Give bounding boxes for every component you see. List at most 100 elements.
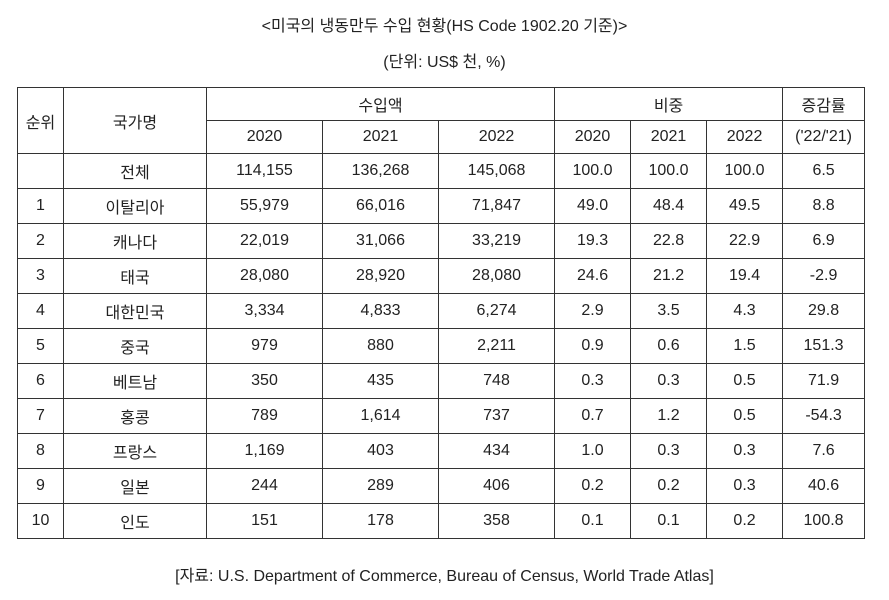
growth-cell: 6.5 — [782, 153, 866, 189]
share-2022-cell: 22.9 — [706, 223, 784, 259]
table-row: 10 인도 151 178 358 0.1 0.1 0.2 100.8 — [17, 503, 866, 539]
share-2021-cell: 48.4 — [630, 188, 708, 224]
amount-2020-cell: 350 — [206, 363, 323, 399]
amount-2020-cell: 55,979 — [206, 188, 323, 224]
amount-2022-cell: 71,847 — [437, 188, 556, 224]
share-2022-cell: 0.5 — [706, 363, 784, 399]
unit-label: (단위: US$ 천, %) — [383, 54, 506, 71]
table-row: 5 중국 979 880 2,211 0.9 0.6 1.5 151.3 — [17, 328, 866, 364]
header-import-amount: 수입액 — [205, 87, 556, 121]
share-2020-cell: 0.2 — [554, 468, 632, 504]
share-2020-cell: 19.3 — [554, 223, 632, 259]
header-share-2022: 2022 — [706, 120, 784, 154]
amount-2022-cell: 6,274 — [437, 293, 556, 329]
amount-2022-cell: 434 — [437, 433, 556, 469]
share-2022-cell: 0.2 — [706, 503, 784, 539]
amount-2021-cell: 31,066 — [322, 223, 439, 259]
share-2021-cell: 0.3 — [630, 363, 708, 399]
share-2020-cell: 0.7 — [554, 398, 632, 434]
rank-cell — [17, 153, 64, 189]
header-growth: 증감률 — [782, 87, 866, 121]
share-2021-cell: 22.8 — [630, 223, 708, 259]
rank-cell: 5 — [17, 328, 64, 364]
growth-cell: -2.9 — [782, 258, 866, 294]
amount-2022-cell: 748 — [437, 363, 556, 399]
header-growth-period: ('22/'21) — [782, 120, 866, 154]
share-2022-cell: 100.0 — [706, 153, 784, 189]
rank-cell: 3 — [17, 258, 64, 294]
share-2020-cell: 49.0 — [554, 188, 632, 224]
rank-cell: 2 — [17, 223, 64, 259]
header-amount-2020: 2020 — [206, 120, 323, 154]
share-2022-cell: 0.3 — [706, 433, 784, 469]
share-2020-cell: 24.6 — [554, 258, 632, 294]
growth-cell: -54.3 — [782, 398, 866, 434]
share-2021-cell: 0.6 — [630, 328, 708, 364]
table-body: 전체 114,155 136,268 145,068 100.0 100.0 100.0 6.… — [17, 153, 866, 539]
share-2021-cell: 0.2 — [630, 468, 708, 504]
growth-cell: 100.8 — [782, 503, 866, 539]
import-table: 순위 국가명 수입액 비중 증감률 2020 2021 2022 2020 20… — [17, 87, 866, 539]
share-2021-cell: 3.5 — [630, 293, 708, 329]
share-2020-cell: 1.0 — [554, 433, 632, 469]
table-row: 9 일본 244 289 406 0.2 0.2 0.3 40.6 — [17, 468, 866, 504]
country-cell: 태국 — [63, 258, 207, 294]
header-country: 국가명 — [63, 87, 207, 154]
amount-2022-cell: 28,080 — [437, 258, 556, 294]
growth-cell: 151.3 — [782, 328, 866, 364]
amount-2022-cell: 33,219 — [437, 223, 556, 259]
share-2021-cell: 0.1 — [630, 503, 708, 539]
table-row: 2 캐나다 22,019 31,066 33,219 19.3 22.8 22.9 6.9 — [17, 223, 866, 259]
amount-2021-cell: 880 — [322, 328, 439, 364]
header-row-2: 2020 2021 2022 2020 2021 2022 ('22/'21) — [18, 120, 866, 154]
growth-cell: 71.9 — [782, 363, 866, 399]
table-row: 4 대한민국 3,334 4,833 6,274 2.9 3.5 4.3 29.8 — [17, 293, 866, 329]
rank-cell: 9 — [17, 468, 64, 504]
share-2021-cell: 100.0 — [630, 153, 708, 189]
growth-cell: 8.8 — [782, 188, 866, 224]
share-2020-cell: 100.0 — [554, 153, 632, 189]
country-cell: 일본 — [63, 468, 207, 504]
share-2022-cell: 1.5 — [706, 328, 784, 364]
table-row: 1 이탈리아 55,979 66,016 71,847 49.0 48.4 49.5 8.8 — [17, 188, 866, 224]
amount-2020-cell: 789 — [206, 398, 323, 434]
amount-2021-cell: 178 — [322, 503, 439, 539]
amount-2022-cell: 145,068 — [437, 153, 556, 189]
amount-2022-cell: 2,211 — [437, 328, 556, 364]
amount-2020-cell: 28,080 — [206, 258, 323, 294]
source-note: [자료: U.S. Department of Commerce, Bureau… — [175, 568, 714, 585]
country-cell: 베트남 — [63, 363, 207, 399]
growth-cell: 7.6 — [782, 433, 866, 469]
amount-2022-cell: 358 — [437, 503, 556, 539]
growth-cell: 6.9 — [782, 223, 866, 259]
amount-2021-cell: 28,920 — [322, 258, 439, 294]
header-row-1: 순위 국가명 수입액 비중 증감률 — [17, 87, 866, 154]
header-amount-2021: 2021 — [322, 120, 439, 154]
amount-2020-cell: 979 — [206, 328, 323, 364]
rank-cell: 4 — [17, 293, 64, 329]
share-2022-cell: 49.5 — [706, 188, 784, 224]
country-cell: 이탈리아 — [63, 188, 207, 224]
country-cell: 인도 — [63, 503, 207, 539]
share-2022-cell: 4.3 — [706, 293, 784, 329]
share-2022-cell: 0.3 — [706, 468, 784, 504]
share-2021-cell: 21.2 — [630, 258, 708, 294]
amount-2021-cell: 289 — [322, 468, 439, 504]
rank-cell: 10 — [17, 503, 64, 539]
amount-2022-cell: 737 — [437, 398, 556, 434]
rank-cell: 8 — [17, 433, 64, 469]
amount-2022-cell: 406 — [437, 468, 556, 504]
header-rank: 순위 — [17, 87, 64, 154]
share-2020-cell: 0.9 — [554, 328, 632, 364]
country-cell: 홍콩 — [63, 398, 207, 434]
rank-cell: 1 — [17, 188, 64, 224]
amount-2020-cell: 151 — [206, 503, 323, 539]
header-amount-2022: 2022 — [437, 120, 556, 154]
amount-2021-cell: 66,016 — [322, 188, 439, 224]
amount-2020-cell: 22,019 — [206, 223, 323, 259]
table-row: 7 홍콩 789 1,614 737 0.7 1.2 0.5 -54.3 — [17, 398, 866, 434]
rank-cell: 7 — [17, 398, 64, 434]
growth-cell: 29.8 — [782, 293, 866, 329]
table-row: 전체 114,155 136,268 145,068 100.0 100.0 100.0 6.… — [17, 153, 866, 189]
country-cell: 캐나다 — [63, 223, 207, 259]
